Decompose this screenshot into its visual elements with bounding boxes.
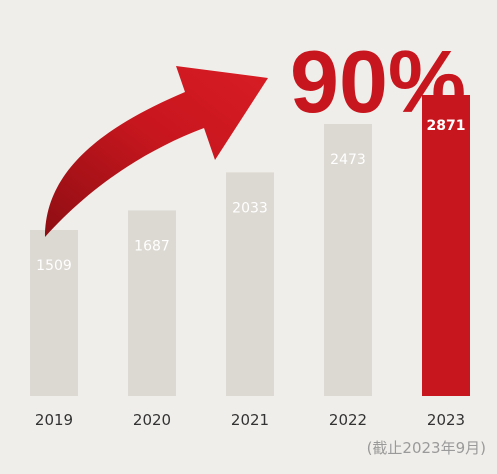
labels-layer: 1509 2019 1687 2020 2033 2021 2473 2022 2871 2023 [35, 118, 466, 429]
bar-value-label-2019: 1509 [36, 258, 72, 274]
x-tick-label-2020: 2020 [133, 411, 171, 429]
bar-value-label-2020: 1687 [134, 238, 170, 254]
x-tick-label-2022: 2022 [329, 411, 367, 429]
growth-percent-label: 90% [290, 32, 466, 131]
bar-2023 [422, 95, 470, 396]
bar-value-label-2023: 2871 [427, 118, 466, 134]
x-tick-label-2019: 2019 [35, 411, 73, 429]
x-tick-label-2023: 2023 [427, 411, 465, 429]
date-note: (截止2023年9月) [367, 439, 486, 457]
bar-2022 [324, 123, 372, 396]
bars-layer [30, 95, 470, 396]
growth-arrow-icon [45, 66, 268, 237]
bar-2020 [128, 210, 176, 396]
bar-value-label-2021: 2033 [232, 200, 268, 216]
x-tick-label-2021: 2021 [231, 411, 269, 429]
bar-2021 [226, 172, 274, 396]
bar-value-label-2022: 2473 [330, 152, 366, 168]
bar-2019 [30, 230, 78, 396]
